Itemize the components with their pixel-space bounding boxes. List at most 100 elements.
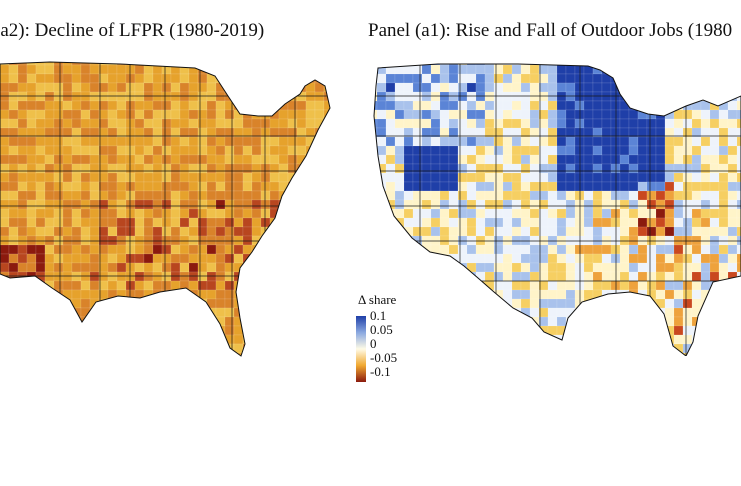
- county-cell: [736, 244, 741, 255]
- county-cell: [188, 253, 199, 264]
- county-cell: [493, 145, 504, 156]
- county-cell: [637, 244, 648, 255]
- county-cell: [493, 208, 504, 219]
- county-cell: [260, 217, 271, 228]
- county-cell: [412, 208, 423, 219]
- county-cell: [610, 127, 621, 138]
- county-cell: [215, 280, 226, 291]
- county-cell: [107, 280, 118, 291]
- county-cell: [98, 352, 109, 356]
- county-cell: [215, 244, 226, 255]
- county-cell: [314, 181, 325, 192]
- county-cell: [53, 244, 64, 255]
- county-cell: [260, 172, 271, 183]
- county-cell: [583, 64, 594, 66]
- county-cell: [305, 109, 316, 120]
- county-cell: [251, 253, 262, 264]
- county-cell: [691, 199, 702, 210]
- county-cell: [466, 82, 477, 93]
- county-cell: [8, 298, 19, 309]
- county-cell: [333, 155, 340, 164]
- county-cell: [89, 289, 100, 300]
- county-cell: [673, 163, 684, 174]
- county-cell: [323, 352, 330, 356]
- county-cell: [691, 217, 702, 228]
- county-cell: [385, 91, 396, 102]
- county-cell: [53, 325, 64, 336]
- county-cell: [646, 82, 657, 93]
- county-cell: [71, 127, 82, 138]
- county-cell: [152, 343, 163, 354]
- county-cell: [484, 271, 495, 282]
- county-cell: [736, 316, 741, 327]
- county-cell: [628, 244, 639, 255]
- county-cell: [287, 208, 298, 219]
- county-cell: [700, 226, 711, 237]
- county-cell: [17, 343, 28, 354]
- county-cell: [421, 64, 432, 75]
- county-cell: [718, 82, 729, 93]
- county-cell: [385, 172, 396, 183]
- county-cell: [215, 127, 226, 138]
- county-cell: [673, 199, 684, 210]
- county-cell: [269, 226, 280, 237]
- county-cell: [17, 199, 28, 210]
- county-cell: [296, 118, 307, 129]
- county-cell: [0, 307, 10, 318]
- county-cell: [502, 280, 513, 291]
- county-cell: [727, 181, 738, 192]
- county-cell: [601, 298, 612, 309]
- county-cell: [565, 154, 576, 165]
- county-cell: [610, 163, 621, 174]
- county-cell: [53, 316, 64, 327]
- county-cell: [736, 235, 741, 246]
- county-cell: [592, 235, 603, 246]
- county-cell: [511, 298, 522, 309]
- county-cell: [35, 145, 46, 156]
- county-cell: [556, 199, 567, 210]
- county-cell: [376, 199, 387, 210]
- county-cell: [107, 163, 118, 174]
- county-cell: [26, 82, 37, 93]
- county-cell: [323, 190, 330, 201]
- county-cell: [278, 226, 289, 237]
- county-cell: [529, 91, 540, 102]
- county-cell: [520, 82, 531, 93]
- county-cell: [736, 109, 741, 120]
- county-cell: [305, 271, 316, 282]
- county-cell: [520, 118, 531, 129]
- county-cell: [269, 100, 280, 111]
- county-cell: [610, 64, 621, 75]
- county-cell: [80, 91, 91, 102]
- county-cell: [305, 307, 316, 318]
- county-cell: [269, 127, 280, 138]
- county-cell: [134, 154, 145, 165]
- county-cell: [242, 181, 253, 192]
- county-cell: [736, 307, 741, 318]
- county-cell: [610, 217, 621, 228]
- county-cell: [152, 217, 163, 228]
- county-cell: [44, 244, 55, 255]
- county-cell: [125, 352, 136, 356]
- county-cell: [511, 262, 522, 273]
- county-cell: [619, 64, 630, 66]
- county-cell: [583, 217, 594, 228]
- county-cell: [619, 262, 630, 273]
- county-cell: [8, 154, 19, 165]
- county-cell: [547, 154, 558, 165]
- county-cell: [126, 362, 135, 366]
- county-cell: [323, 298, 330, 309]
- county-cell: [251, 154, 262, 165]
- county-cell: [27, 362, 36, 366]
- county-cell: [709, 271, 720, 282]
- county-cell: [646, 280, 657, 291]
- county-cell: [260, 307, 271, 318]
- county-cell: [421, 280, 432, 291]
- county-cell: [448, 136, 459, 147]
- county-cell: [26, 226, 37, 237]
- county-cell: [619, 145, 630, 156]
- county-cell: [197, 352, 208, 356]
- county-cell: [709, 253, 720, 264]
- county-cell: [143, 244, 154, 255]
- county-cell: [134, 100, 145, 111]
